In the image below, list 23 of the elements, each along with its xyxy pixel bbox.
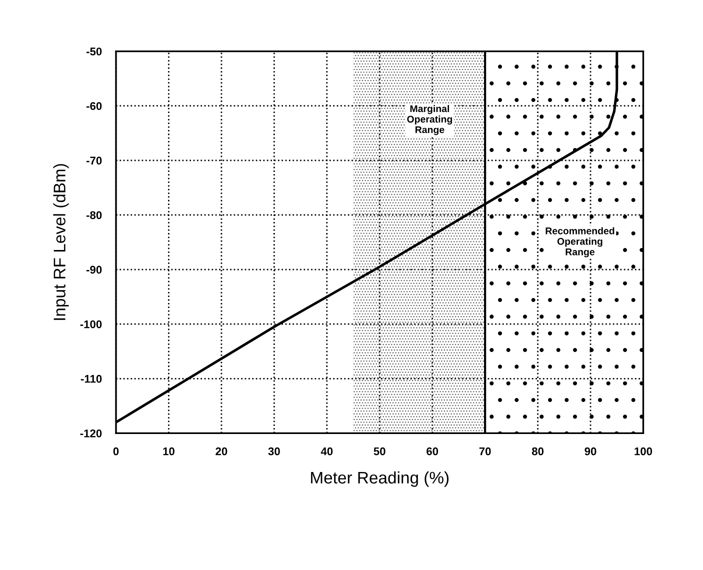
x-tick-label: 30 — [268, 447, 280, 456]
band-label: Marginal Operating Range — [407, 104, 452, 136]
y-tick-label: -70 — [86, 156, 102, 165]
x-tick-label: 100 — [634, 447, 652, 456]
x-tick-label: 90 — [584, 447, 596, 456]
y-axis-title: Input RF Level (dBm) — [53, 164, 69, 320]
y-tick-label: -110 — [80, 374, 102, 383]
x-tick-label: 40 — [320, 447, 333, 456]
x-tick-label: 60 — [426, 447, 438, 456]
x-tick-label: 10 — [163, 447, 174, 456]
band-label: Recommended Operating Range — [546, 227, 614, 258]
x-axis-title: Meter Reading (%) — [311, 471, 449, 487]
y-tick-label: -80 — [86, 211, 102, 220]
y-tick-label: -90 — [86, 266, 102, 274]
y-tick-label: -60 — [86, 102, 102, 110]
y-tick-label: -120 — [80, 429, 102, 438]
x-tick-label: 70 — [479, 447, 491, 456]
x-tick-label: 80 — [532, 447, 544, 456]
y-tick-label: -50 — [86, 48, 102, 56]
x-tick-label: 50 — [374, 447, 386, 456]
y-tick-label: -100 — [80, 320, 102, 328]
x-tick-label: 0 — [113, 447, 119, 456]
x-tick-label: 20 — [216, 447, 228, 456]
